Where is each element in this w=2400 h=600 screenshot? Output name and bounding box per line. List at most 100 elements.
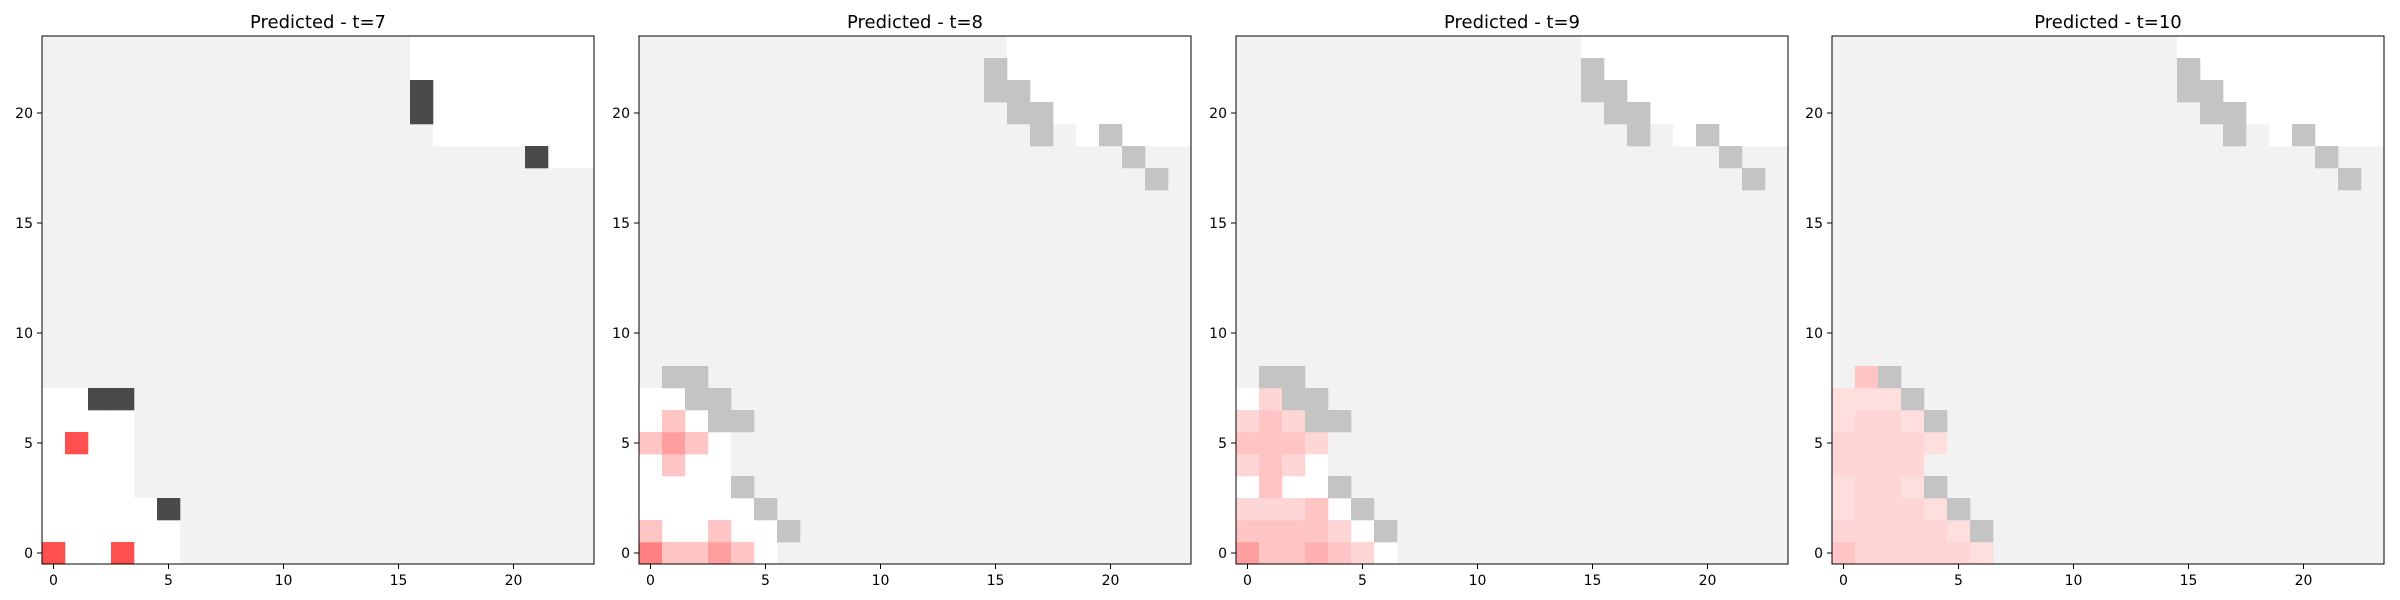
heatmap-cell <box>88 520 112 543</box>
heatmap-cell <box>525 80 549 103</box>
heatmap-cell <box>1282 454 1306 477</box>
heatmap-cell <box>1878 432 1902 455</box>
x-tick-label: 15 <box>987 573 1005 589</box>
heatmap-cell <box>2315 146 2339 169</box>
heatmap-cell <box>1145 102 1169 125</box>
heatmap-cell <box>525 146 549 169</box>
heatmap-cell <box>1099 102 1123 125</box>
heatmap-cell <box>1855 432 1879 455</box>
heatmap-cell <box>2361 58 2385 81</box>
heatmap-cell <box>111 388 135 411</box>
heatmap-cell <box>2269 80 2293 103</box>
x-tick-label: 10 <box>275 573 293 589</box>
heatmap-cell <box>1053 36 1077 59</box>
heatmap-cell <box>1236 476 1260 499</box>
heatmap-cell <box>2361 102 2385 125</box>
heatmap-cell <box>1878 410 1902 433</box>
heatmap-cell <box>1901 542 1925 565</box>
heatmap-cell <box>1673 124 1697 147</box>
heatmap-cell <box>2361 124 2385 147</box>
heatmap-cell <box>1145 36 1169 59</box>
y-tick-label: 15 <box>15 216 33 232</box>
heatmap-cell <box>1099 58 1123 81</box>
heatmap-cell <box>1076 102 1100 125</box>
heatmap-cell <box>1351 520 1375 543</box>
heatmap-cell <box>548 146 572 169</box>
heatmap-cell <box>1282 476 1306 499</box>
heatmap-cell <box>2338 80 2362 103</box>
panel-title: Predicted - t=7 <box>250 12 386 33</box>
heatmap-cell <box>1742 36 1766 59</box>
heatmap-cell <box>639 498 663 521</box>
heatmap-cell <box>2292 102 2316 125</box>
heatmap-cell <box>433 102 457 125</box>
heatmap-cell <box>1742 58 1766 81</box>
heatmap-cell <box>2223 102 2247 125</box>
x-tick-label: 20 <box>2295 573 2313 589</box>
heatmap-cell <box>1855 388 1879 411</box>
heatmap-cell <box>731 520 755 543</box>
heatmap-cell <box>1236 432 1260 455</box>
heatmap-cell <box>2246 80 2270 103</box>
y-tick-label: 0 <box>24 546 33 562</box>
heatmap-cell <box>157 520 181 543</box>
heatmap-cell <box>1696 36 1720 59</box>
heatmap-cell <box>708 476 732 499</box>
heatmap-cell <box>731 410 755 433</box>
heatmap-cell <box>65 520 89 543</box>
heatmap-cell <box>88 476 112 499</box>
heatmap-cell <box>1901 432 1925 455</box>
plot-frame <box>41 35 595 565</box>
heatmap-cell <box>2361 80 2385 103</box>
heatmap-cell <box>42 454 66 477</box>
x-axis-ticks: 0 5 10 15 20 <box>49 564 522 589</box>
heatmap-cell <box>1765 80 1789 103</box>
heatmap-cell <box>754 542 778 565</box>
heatmap-cell <box>1282 432 1306 455</box>
heatmap-cell <box>1122 80 1146 103</box>
heatmap-cell <box>571 58 595 81</box>
y-tick-label: 20 <box>612 106 630 122</box>
heatmap-cell <box>1236 498 1260 521</box>
heatmap-cell <box>2177 80 2201 103</box>
heatmap-cell <box>2292 124 2316 147</box>
heatmap-cell <box>1765 124 1789 147</box>
heatmap-cell <box>2338 124 2362 147</box>
heatmap-cell <box>2223 124 2247 147</box>
heatmap-cell <box>1924 498 1948 521</box>
heatmap-cell <box>1765 36 1789 59</box>
heatmap-cells <box>639 36 1192 565</box>
heatmap-cell <box>1878 388 1902 411</box>
x-axis-ticks: 0 5 10 15 20 <box>1243 564 1716 589</box>
heatmap-cell <box>1878 498 1902 521</box>
heatmap-cell <box>1855 454 1879 477</box>
heatmap-cell <box>1374 542 1398 565</box>
panel-t10: Predicted - t=10 0 5 10 15 20 0 5 10 15 20 <box>1805 12 2385 589</box>
heatmap-cell <box>708 388 732 411</box>
heatmap-cell <box>2315 80 2339 103</box>
heatmap-cell <box>1855 410 1879 433</box>
heatmap-cell <box>65 388 89 411</box>
heatmap-cell <box>1742 124 1766 147</box>
heatmap-cell <box>1099 80 1123 103</box>
heatmap-cell <box>708 410 732 433</box>
heatmap-cell <box>111 454 135 477</box>
heatmap-cell <box>1099 36 1123 59</box>
y-tick-label: 0 <box>1218 546 1227 562</box>
heatmap-cell <box>1236 388 1260 411</box>
heatmap-cell <box>1901 520 1925 543</box>
heatmap-cell <box>1719 58 1743 81</box>
heatmap-cell <box>111 410 135 433</box>
heatmap-cell <box>479 124 503 147</box>
heatmap-cell <box>685 476 709 499</box>
heatmap-cell <box>1650 80 1674 103</box>
heatmap-cell <box>410 102 434 125</box>
heatmap-cell <box>685 520 709 543</box>
heatmap-cell <box>1855 366 1879 389</box>
heatmap-cell <box>1122 36 1146 59</box>
heatmap-cell <box>1924 542 1948 565</box>
heatmap-cell <box>731 498 755 521</box>
heatmap-cell <box>1236 520 1260 543</box>
heatmap-cell <box>662 476 686 499</box>
